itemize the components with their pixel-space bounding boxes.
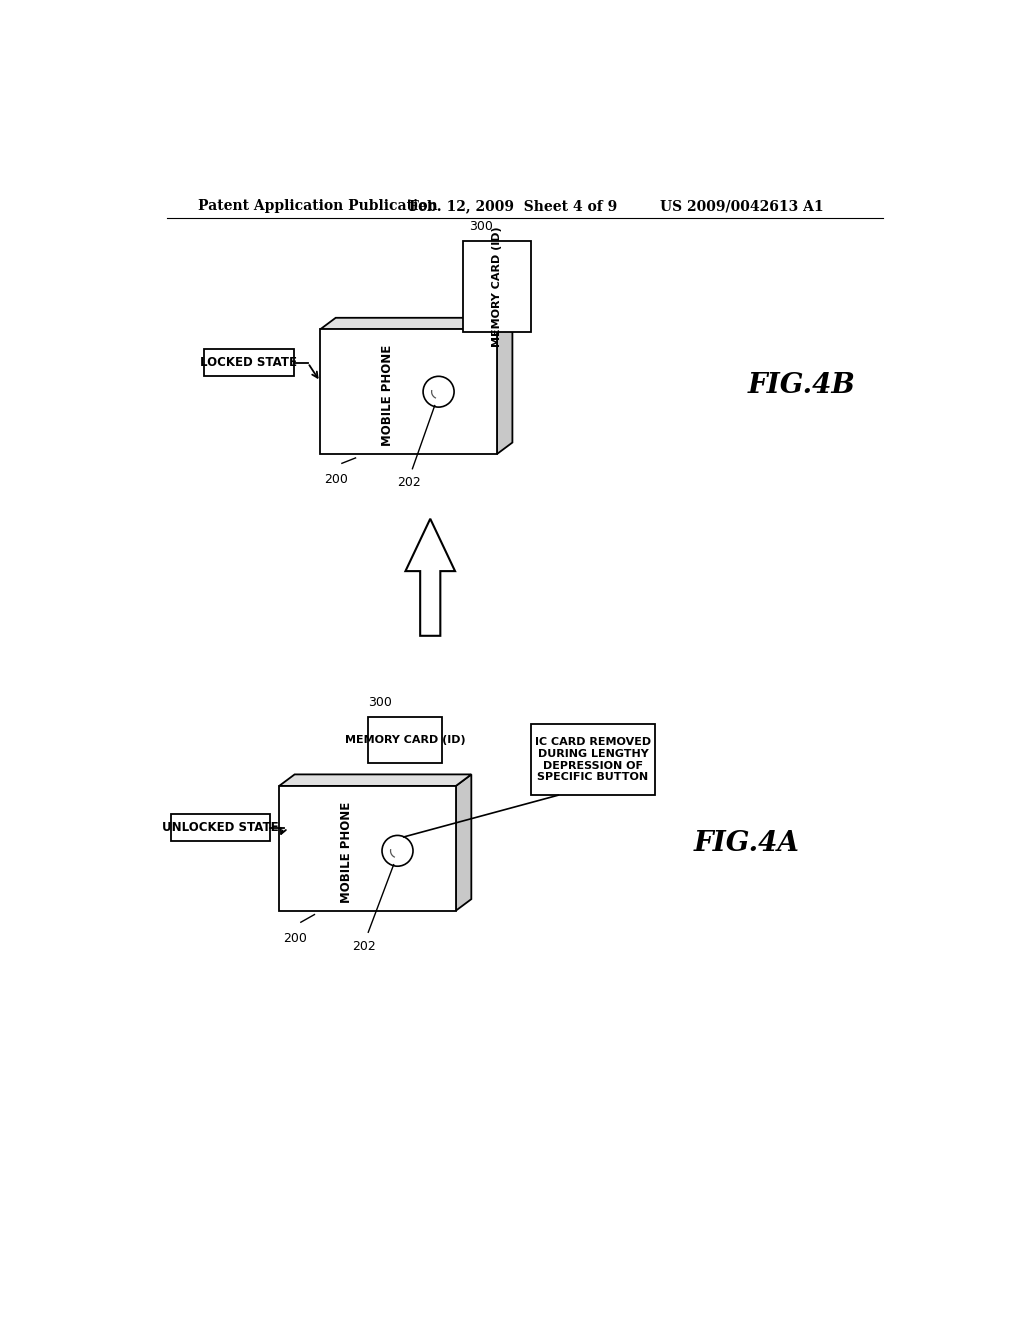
Text: MEMORY CARD (ID): MEMORY CARD (ID) [345,735,465,744]
Polygon shape [463,240,531,331]
Text: US 2009/0042613 A1: US 2009/0042613 A1 [659,199,823,213]
Polygon shape [204,350,294,376]
Polygon shape [171,814,270,841]
Text: 300: 300 [469,220,494,234]
Text: UNLOCKED STATE: UNLOCKED STATE [162,821,279,834]
Text: Feb. 12, 2009  Sheet 4 of 9: Feb. 12, 2009 Sheet 4 of 9 [410,199,617,213]
Text: MEMORY CARD (ID): MEMORY CARD (ID) [492,226,502,347]
Text: 200: 200 [324,474,347,486]
Text: Patent Application Publication: Patent Application Publication [198,199,437,213]
Polygon shape [280,785,456,911]
Circle shape [423,376,454,407]
Polygon shape [280,775,471,785]
Text: FIG.4B: FIG.4B [748,372,856,399]
Circle shape [382,836,413,866]
Polygon shape [497,318,512,454]
Text: 300: 300 [368,696,392,709]
Polygon shape [531,725,655,795]
Text: MOBILE PHONE: MOBILE PHONE [340,801,353,903]
Text: IC CARD REMOVED
DURING LENGTHY
DEPRESSION OF
SPECIFIC BUTTON: IC CARD REMOVED DURING LENGTHY DEPRESSIO… [535,738,651,783]
Text: 202: 202 [352,940,376,953]
Text: MOBILE PHONE: MOBILE PHONE [381,345,394,446]
Polygon shape [321,330,497,454]
Polygon shape [456,775,471,911]
Polygon shape [369,717,442,763]
Polygon shape [406,519,455,636]
Text: 202: 202 [396,477,421,490]
Text: 200: 200 [283,932,306,945]
Polygon shape [321,318,512,330]
Text: LOCKED STATE: LOCKED STATE [201,356,297,370]
Text: FIG.4A: FIG.4A [693,830,800,857]
